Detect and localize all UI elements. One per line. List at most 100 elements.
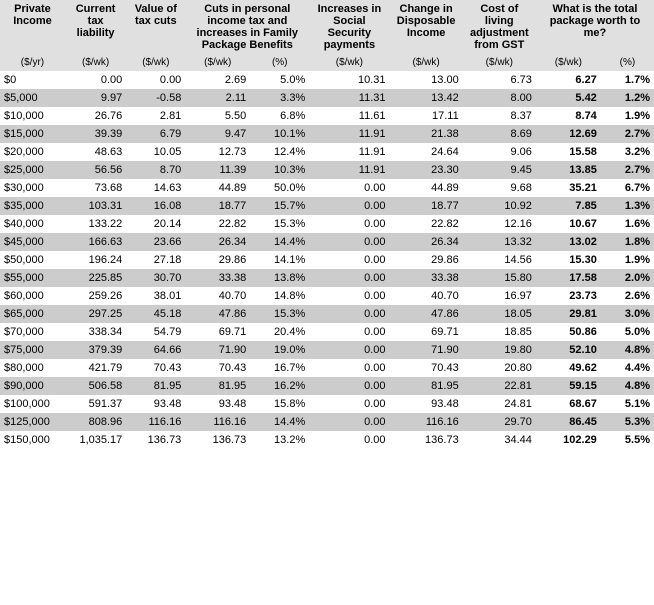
table-body: $00.000.002.695.0%10.3113.006.736.271.7%… — [0, 71, 654, 449]
table-row: $50,000196.2427.1829.8614.1%0.0029.8614.… — [0, 251, 654, 269]
table-row: $30,00073.6814.6344.8950.0%0.0044.899.68… — [0, 179, 654, 197]
cell: 21.38 — [390, 125, 463, 143]
unit-0: ($/yr) — [0, 54, 65, 71]
cell: 17.11 — [390, 107, 463, 125]
cell: 3.3% — [250, 89, 309, 107]
cell: 22.82 — [185, 215, 250, 233]
cell: 16.2% — [250, 377, 309, 395]
hdr-disp: Change in Disposable Income — [390, 0, 463, 54]
cell: 16.08 — [126, 197, 185, 215]
table-row: $100,000591.3793.4893.4815.8%0.0093.4824… — [0, 395, 654, 413]
cell: 73.68 — [65, 179, 126, 197]
cell: $70,000 — [0, 323, 65, 341]
cell: 20.80 — [463, 359, 536, 377]
cell: 39.39 — [65, 125, 126, 143]
table-row: $20,00048.6310.0512.7312.4%11.9124.649.0… — [0, 143, 654, 161]
header-row-titles: Private Income Current tax liability Val… — [0, 0, 654, 54]
cell: $90,000 — [0, 377, 65, 395]
cell: 0.00 — [309, 341, 389, 359]
table-row: $125,000808.96116.16116.1614.4%0.00116.1… — [0, 413, 654, 431]
cell: 26.34 — [185, 233, 250, 251]
cell: 9.97 — [65, 89, 126, 107]
cell: 5.0% — [250, 71, 309, 89]
cell: 14.1% — [250, 251, 309, 269]
cell: 13.8% — [250, 269, 309, 287]
cell: 23.30 — [390, 161, 463, 179]
cell: 11.39 — [185, 161, 250, 179]
cell: 11.61 — [309, 107, 389, 125]
cell: 2.7% — [601, 161, 654, 179]
table-row: $40,000133.2220.1422.8215.3%0.0022.8212.… — [0, 215, 654, 233]
cell: 421.79 — [65, 359, 126, 377]
cell: $5,000 — [0, 89, 65, 107]
cell: 8.00 — [463, 89, 536, 107]
cell: 6.7% — [601, 179, 654, 197]
cell: 14.8% — [250, 287, 309, 305]
cell: 33.38 — [185, 269, 250, 287]
cell: 22.81 — [463, 377, 536, 395]
cell: 5.5% — [601, 431, 654, 449]
cell: $150,000 — [0, 431, 65, 449]
cell: 64.66 — [126, 341, 185, 359]
cell: 0.00 — [309, 215, 389, 233]
unit-2: ($/wk) — [126, 54, 185, 71]
cell: 15.3% — [250, 215, 309, 233]
cell: 5.3% — [601, 413, 654, 431]
cell: 7.85 — [536, 197, 601, 215]
cell: 47.86 — [390, 305, 463, 323]
cell: 27.18 — [126, 251, 185, 269]
cell: 13.85 — [536, 161, 601, 179]
cell: 11.91 — [309, 125, 389, 143]
cell: 2.7% — [601, 125, 654, 143]
cell: 1.3% — [601, 197, 654, 215]
cell: $20,000 — [0, 143, 65, 161]
cell: $25,000 — [0, 161, 65, 179]
cell: 47.86 — [185, 305, 250, 323]
cell: 24.64 — [390, 143, 463, 161]
cell: $45,000 — [0, 233, 65, 251]
cell: 12.16 — [463, 215, 536, 233]
cell: 1,035.17 — [65, 431, 126, 449]
cell: 116.16 — [390, 413, 463, 431]
cell: 12.4% — [250, 143, 309, 161]
cell: 13.42 — [390, 89, 463, 107]
cell: 9.06 — [463, 143, 536, 161]
cell: 1.8% — [601, 233, 654, 251]
cell: $0 — [0, 71, 65, 89]
cell: 68.67 — [536, 395, 601, 413]
cell: 26.34 — [390, 233, 463, 251]
cell: $30,000 — [0, 179, 65, 197]
cell: 11.91 — [309, 161, 389, 179]
unit-5: ($/wk) — [309, 54, 389, 71]
cell: $40,000 — [0, 215, 65, 233]
cell: 86.45 — [536, 413, 601, 431]
cell: $60,000 — [0, 287, 65, 305]
cell: 29.70 — [463, 413, 536, 431]
table-row: $15,00039.396.799.4710.1%11.9121.388.691… — [0, 125, 654, 143]
cell: 10.31 — [309, 71, 389, 89]
cell: 18.85 — [463, 323, 536, 341]
hdr-tax: Current tax liability — [65, 0, 126, 54]
cell: 0.00 — [309, 395, 389, 413]
cell: 102.29 — [536, 431, 601, 449]
cell: 1.2% — [601, 89, 654, 107]
cell: 71.90 — [185, 341, 250, 359]
cell: 24.81 — [463, 395, 536, 413]
cell: 18.77 — [390, 197, 463, 215]
cell: 14.63 — [126, 179, 185, 197]
cell: 16.7% — [250, 359, 309, 377]
cell: 103.31 — [65, 197, 126, 215]
cell: 8.69 — [463, 125, 536, 143]
cell: 0.00 — [309, 197, 389, 215]
cell: 0.00 — [126, 71, 185, 89]
cell: 10.92 — [463, 197, 536, 215]
cell: 50.0% — [250, 179, 309, 197]
cell: 5.50 — [185, 107, 250, 125]
cell: 40.70 — [390, 287, 463, 305]
cell: 18.05 — [463, 305, 536, 323]
cell: 14.4% — [250, 413, 309, 431]
cell: 6.79 — [126, 125, 185, 143]
cell: 17.58 — [536, 269, 601, 287]
table-row: $10,00026.762.815.506.8%11.6117.118.378.… — [0, 107, 654, 125]
cell: 259.26 — [65, 287, 126, 305]
